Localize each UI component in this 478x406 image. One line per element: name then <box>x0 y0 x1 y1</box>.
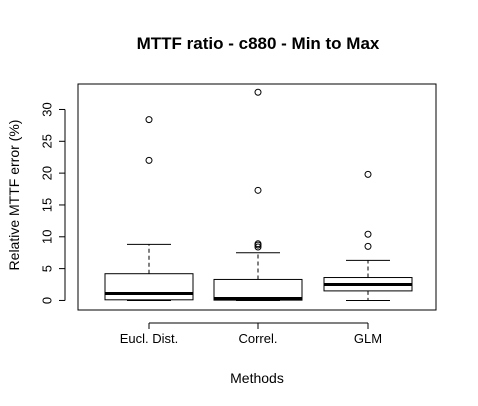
y-tick-label: 25 <box>40 134 55 148</box>
outlier-point <box>254 88 262 96</box>
plot-frame <box>77 83 437 311</box>
box-correl <box>213 88 303 301</box>
box-eucl-dist <box>104 116 194 301</box>
x-tick-label: Correl. <box>238 331 277 346</box>
y-tick-label: 15 <box>40 198 55 212</box>
outlier-point <box>254 240 262 248</box>
y-tick-label: 30 <box>40 102 55 116</box>
outlier-point <box>254 243 262 251</box>
x-axis: Eucl. Dist. Correl. GLM <box>120 322 382 346</box>
x-tick-label: GLM <box>354 331 382 346</box>
outlier-point <box>145 116 153 124</box>
outlier-point <box>254 186 262 194</box>
outlier-point <box>145 156 153 164</box>
outlier-point <box>364 242 372 250</box>
iqr-box <box>213 278 303 301</box>
outlier-point <box>364 230 372 238</box>
chart-title: MTTF ratio - c880 - Min to Max <box>137 34 380 53</box>
y-tick-label: 0 <box>40 297 55 304</box>
x-tick-label: Eucl. Dist. <box>120 331 179 346</box>
y-tick-label: 20 <box>40 166 55 180</box>
outlier-point <box>364 170 372 178</box>
y-axis-label: Relative MTTF error (%) <box>6 120 22 271</box>
y-tick-label: 5 <box>40 265 55 272</box>
box-glm <box>323 170 413 301</box>
y-axis: 0 5 10 15 20 25 30 <box>40 102 66 304</box>
y-tick-label: 10 <box>40 230 55 244</box>
x-axis-label: Methods <box>230 370 284 386</box>
iqr-box <box>104 273 194 301</box>
box-series <box>104 88 413 301</box>
